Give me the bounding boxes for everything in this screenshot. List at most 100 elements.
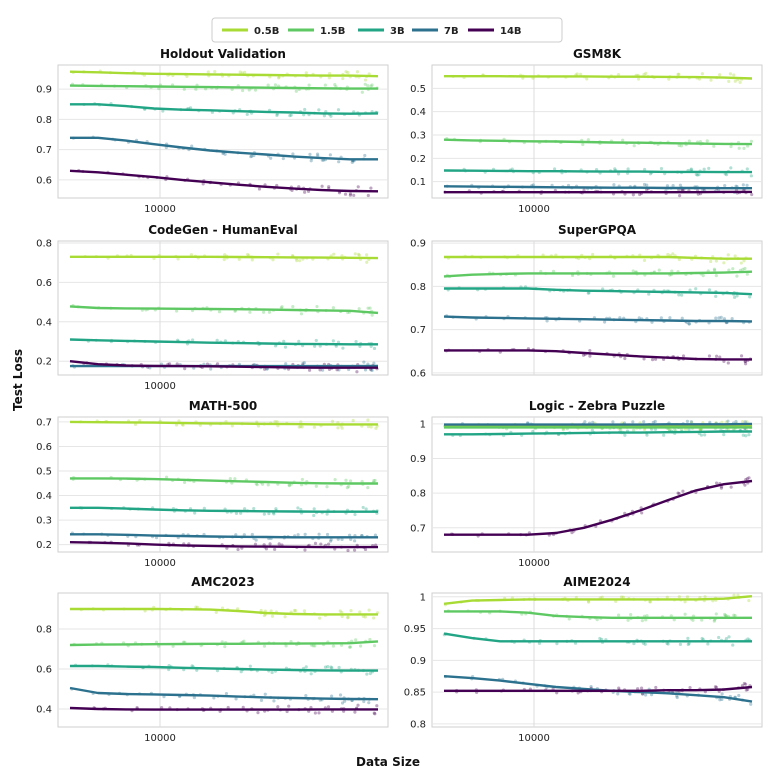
scatter-point-3B (270, 670, 274, 675)
series-line-7B (444, 422, 753, 426)
scatter-point-14B (739, 354, 744, 358)
scatter-point-0.5B (327, 71, 332, 76)
scatter-point-3B (689, 167, 693, 171)
scatter-point-14B (678, 194, 682, 198)
scatter-point-7B (340, 537, 344, 542)
scatter-point-14B (676, 491, 680, 495)
scatter-point-3B (648, 172, 653, 176)
scatter-point-0.5B (276, 252, 280, 256)
scatter-point-3B (746, 637, 750, 641)
scatter-point-3B (586, 291, 590, 295)
y-tick-label: 0.3 (410, 131, 426, 142)
scatter-point-3B (330, 666, 334, 670)
scatter-point-14B (374, 543, 378, 547)
y-tick-label: 0.2 (410, 154, 426, 165)
scatter-point-7B (223, 152, 227, 156)
scatter-point-0.5B (177, 419, 181, 423)
scatter-point-7B (734, 184, 738, 188)
scatter-point-14B (744, 682, 748, 686)
scatter-point-0.5B (246, 252, 250, 257)
scatter-point-14B (326, 705, 331, 709)
scatter-point-14B (348, 192, 353, 196)
panel-6: AMC2023 0.4 0.6 0.8 10000 (36, 575, 389, 744)
scatter-point-3B (748, 295, 752, 299)
scatter-point-3B (645, 433, 649, 437)
scatter-point-14B (236, 547, 240, 552)
scatter-point-3B (735, 294, 739, 298)
scatter-point-0.5B (666, 252, 670, 257)
scatter-point-3B (724, 636, 729, 641)
scatter-point-0.5B (181, 423, 185, 427)
scatter-point-1.5B (723, 612, 727, 617)
scatter-point-0.5B (700, 72, 704, 76)
scatter-point-14B (750, 192, 754, 197)
scatter-point-7B (689, 420, 694, 424)
scatter-point-7B (628, 692, 632, 696)
y-tick-label: 0.4 (36, 491, 52, 502)
scatter-point-3B (686, 636, 690, 640)
scatter-point-0.5B (302, 609, 307, 613)
scatter-point-1.5B (348, 479, 353, 483)
scatter-point-1.5B (315, 304, 319, 309)
y-tick-label: 0.7 (36, 417, 52, 428)
scatter-point-7B (373, 533, 378, 537)
scatter-point-0.5B (250, 258, 254, 262)
scatter-point-7B (722, 317, 727, 321)
scatter-point-14B (719, 486, 724, 490)
series-line-3B (443, 169, 752, 174)
scatter-point-0.5B (346, 615, 350, 619)
scatter-point-7B (254, 538, 258, 542)
scatter-point-14B (183, 367, 187, 371)
scatter-point-7B (192, 695, 196, 700)
scatter-point-1.5B (248, 310, 252, 314)
legend-label-14B: 14B (500, 26, 522, 37)
x-tick-label: 10000 (144, 381, 176, 392)
scatter-point-3B (325, 512, 329, 516)
scatter-point-7B (603, 320, 607, 324)
scatter-point-0.5B (341, 76, 345, 81)
scatter-point-7B (249, 155, 253, 159)
panel-title: CodeGen - HumanEval (148, 223, 298, 237)
scatter-point-7B (687, 322, 691, 326)
scatter-point-3B (695, 173, 699, 177)
scatter-point-0.5B (298, 258, 302, 263)
scatter-point-1.5B (217, 310, 222, 314)
scatter-point-1.5B (745, 272, 749, 276)
legend-frame (211, 17, 563, 43)
scatter-point-0.5B (230, 424, 234, 428)
scatter-point-3B (289, 113, 293, 117)
scatter-point-3B (714, 294, 718, 298)
scatter-point-3B (659, 166, 664, 171)
scatter-point-3B (234, 511, 239, 515)
scatter-point-1.5B (700, 618, 704, 622)
scatter-point-0.5B (642, 258, 647, 262)
scatter-point-1.5B (370, 313, 374, 317)
scatter-point-0.5B (363, 78, 368, 82)
scatter-point-7B (714, 316, 718, 320)
scatter-point-0.5B (283, 615, 287, 619)
scatter-point-14B (215, 362, 220, 366)
scatter-point-7B (362, 699, 366, 704)
scatter-point-7B (671, 183, 675, 188)
y-tick-label: 0.2 (36, 357, 52, 368)
scatter-point-0.5B (621, 595, 625, 599)
scatter-point-3B (745, 167, 749, 171)
scatter-point-1.5B (333, 478, 337, 482)
scatter-point-1.5B (712, 267, 717, 271)
scatter-point-14B (745, 477, 749, 481)
scatter-point-0.5B (733, 254, 737, 258)
scatter-point-0.5B (367, 72, 371, 76)
scatter-point-1.5B (366, 486, 370, 490)
scatter-point-1.5B (262, 644, 267, 648)
scatter-point-7B (531, 183, 535, 187)
scatter-point-0.5B (685, 595, 690, 599)
scatter-point-7B (320, 158, 324, 162)
scatter-point-7B (329, 538, 333, 542)
scatter-point-7B (291, 152, 295, 156)
series-line-1.5B (443, 270, 753, 278)
scatter-point-3B (729, 166, 733, 170)
scatter-point-7B (745, 183, 749, 187)
plot-area (57, 592, 389, 728)
scatter-point-3B (358, 344, 362, 348)
